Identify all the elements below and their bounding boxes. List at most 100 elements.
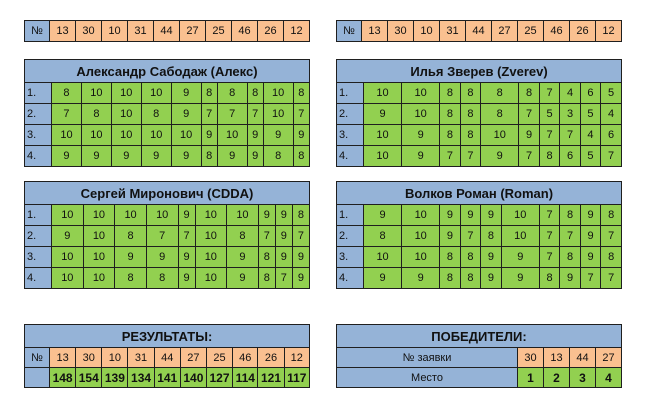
score-cell: 9	[145, 246, 179, 268]
score-row: 2. 9 10 8 7 7 10 8 7 9 7	[24, 225, 311, 247]
place-cell: 4	[595, 367, 622, 388]
row-label: 3.	[24, 124, 52, 146]
row-label: 2.	[336, 225, 364, 247]
judge-name-title: Волков Роман (Roman)	[336, 181, 622, 205]
score-cell: 9	[177, 204, 196, 226]
total-score-cell: 114	[232, 367, 259, 388]
score-cell: 10	[110, 103, 142, 125]
row-label: 2.	[24, 225, 52, 247]
score-cell: 10	[216, 124, 248, 146]
score-cell: 8	[114, 267, 147, 289]
score-row: 3. 10 10 10 10 10 9 10 9 9 9	[24, 124, 311, 146]
score-cell: 8	[292, 82, 311, 104]
score-cell: 9	[579, 246, 602, 268]
score-cell: 7	[292, 103, 311, 125]
row-label: 4.	[336, 267, 364, 289]
score-cell: 8	[80, 103, 112, 125]
score-cell: 8	[439, 103, 461, 125]
score-cell: 10	[82, 204, 116, 226]
score-cell: 10	[362, 124, 403, 146]
entry-number-cell: 30	[387, 20, 414, 42]
score-row: 3. 10 10 9 9 9 10 9 8 9 9	[24, 246, 311, 268]
score-cell: 9	[439, 225, 461, 247]
score-cell: 9	[401, 124, 441, 146]
score-cell: 7	[177, 225, 196, 247]
score-cell: 8	[257, 246, 276, 268]
number-symbol-cell: №	[24, 347, 50, 368]
score-cell: 9	[226, 246, 259, 268]
score-cell: 10	[362, 246, 403, 268]
winner-entry-cell: 27	[595, 347, 622, 368]
score-cell: 8	[200, 82, 218, 104]
score-cell: 7	[459, 225, 482, 247]
judge-scores-block: Волков Роман (Roman) 1. 9 10 9 9 9 10 7 …	[336, 181, 622, 289]
score-cell: 8	[439, 267, 461, 289]
score-cell: 9	[559, 267, 581, 289]
total-score-cell: 148	[48, 367, 77, 388]
total-score-cell: 139	[101, 367, 129, 388]
score-cell: 7	[200, 103, 218, 125]
score-cell: 8	[200, 145, 218, 167]
entry-number-label: № заявки	[336, 347, 518, 368]
score-cell: 8	[114, 225, 147, 247]
score-cell: 9	[200, 124, 218, 146]
score-cell: 7	[559, 124, 581, 146]
score-cell: 7	[538, 246, 561, 268]
score-cell: 8	[51, 82, 82, 104]
entry-number-cell: 27	[179, 347, 207, 368]
winner-entry-cell: 30	[517, 347, 544, 368]
score-cell: 9	[80, 145, 112, 167]
score-cell: 10	[262, 82, 294, 104]
score-cell: 9	[439, 204, 461, 226]
score-cell: 8	[459, 267, 482, 289]
score-cell: 10	[401, 103, 441, 125]
score-cell: 6	[579, 82, 602, 104]
score-cell: 7	[600, 267, 622, 289]
place-label: Место	[336, 367, 518, 388]
score-cell: 8	[559, 204, 581, 226]
entry-number-cell: 27	[491, 20, 518, 42]
total-score-cell: 127	[205, 367, 234, 388]
score-cell: 9	[401, 267, 441, 289]
entry-number-cell: 10	[101, 347, 129, 368]
entry-number-cell: 13	[48, 347, 77, 368]
score-cell: 9	[177, 246, 196, 268]
score-cell: 7	[538, 124, 561, 146]
score-cell: 9	[140, 145, 172, 167]
score-cell: 10	[51, 246, 84, 268]
score-cell: 8	[439, 82, 461, 104]
score-cell: 10	[500, 225, 540, 247]
score-cell: 9	[170, 145, 202, 167]
score-row: 3. 10 10 8 8 9 9 7 8 9 8	[336, 246, 622, 268]
score-cell: 8	[480, 225, 502, 247]
total-score-cell: 134	[127, 367, 155, 388]
empty-cell	[24, 367, 50, 388]
score-cell: 8	[246, 82, 264, 104]
entry-number-cell: 30	[75, 20, 102, 42]
score-cell: 9	[114, 246, 147, 268]
score-cell: 9	[274, 246, 293, 268]
entry-number-cell: 44	[465, 20, 492, 42]
total-score-cell: 121	[257, 367, 285, 388]
entry-number-cell: 31	[127, 20, 154, 42]
score-cell: 9	[216, 145, 248, 167]
entry-number-cell: 44	[153, 20, 180, 42]
score-cell: 8	[459, 124, 482, 146]
score-cell: 7	[246, 103, 264, 125]
score-cell: 10	[480, 124, 520, 146]
score-cell: 9	[246, 145, 264, 167]
entry-number-cell: 12	[595, 20, 622, 42]
judge-scores-block: Сергей Миронович (CDDA) 1. 10 10 10 10 9…	[24, 181, 311, 289]
score-cell: 9	[518, 124, 540, 146]
entry-number-cell: 46	[543, 20, 570, 42]
number-symbol-cell: №	[336, 20, 362, 42]
score-cell: 7	[145, 225, 179, 247]
score-cell: 10	[401, 82, 441, 104]
score-cell: 9	[401, 145, 441, 167]
header-numbers-left: № 13 30 10 31 44 27 25 46 26 12	[24, 20, 310, 42]
score-cell: 8	[538, 145, 561, 167]
score-cell: 9	[500, 267, 540, 289]
score-cell: 7	[291, 225, 311, 247]
score-cell: 8	[439, 124, 461, 146]
row-label: 1.	[336, 204, 364, 226]
